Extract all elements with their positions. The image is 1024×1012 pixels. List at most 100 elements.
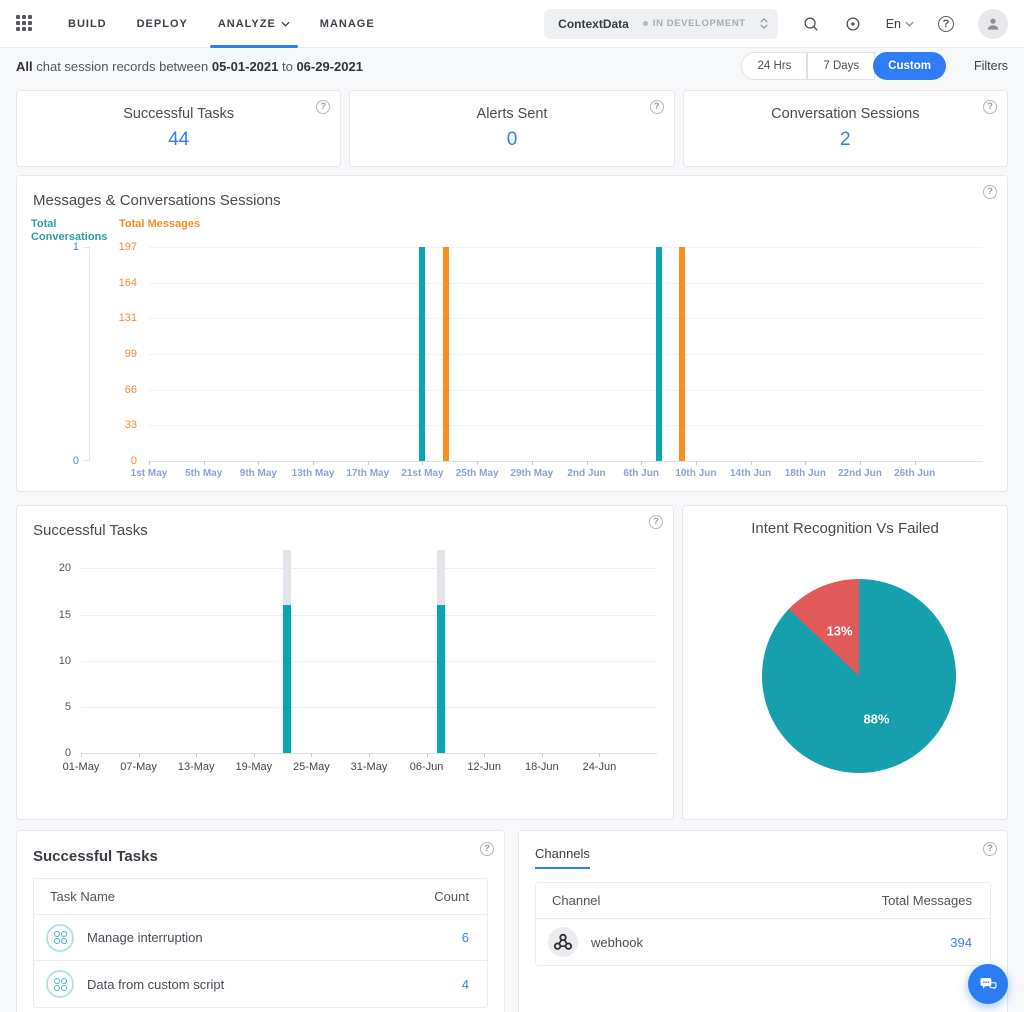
live-chat-button[interactable] xyxy=(968,964,1008,1004)
conversations-axis-tick-label: 1 xyxy=(72,241,79,253)
successful-tasks-chart-card: Successful Tasks 0 5 10 15 20 01-May 07-May 13-… xyxy=(16,505,674,820)
conversations-axis-label: Total Conversations xyxy=(31,218,108,243)
chevron-down-icon xyxy=(281,21,290,27)
task-count[interactable]: 6 xyxy=(461,930,469,945)
dialog-task-icon xyxy=(46,970,74,998)
nav-item-build[interactable]: BUILD xyxy=(68,17,107,30)
x-axis-tick-label: 12-Jun xyxy=(467,761,502,773)
chart-bar-messages xyxy=(442,247,449,461)
y-axis-tick-label: 20 xyxy=(58,562,71,575)
chart-bar-success xyxy=(437,605,445,753)
help-icon[interactable] xyxy=(938,15,954,32)
stat-label: Conversation Sessions xyxy=(771,106,920,122)
stat-value: 44 xyxy=(168,129,190,150)
chart-bar-total xyxy=(283,550,292,753)
chart-bar-conversations xyxy=(655,247,662,461)
x-axis-tick xyxy=(477,461,479,465)
table-row[interactable]: webhook 394 xyxy=(536,919,990,965)
x-axis-tick xyxy=(196,753,198,757)
gridline xyxy=(149,282,983,284)
x-axis-tick-label: 6th Jun xyxy=(623,468,659,479)
gridline xyxy=(81,660,657,662)
search-icon[interactable] xyxy=(802,15,820,33)
column-header-channel: Channel xyxy=(552,893,601,908)
gridline xyxy=(149,389,983,391)
stat-card-alerts-sent: Alerts Sent 0 xyxy=(349,90,675,167)
chart-bar-total xyxy=(437,550,445,753)
channels-card: Channels Channel Total Messages webhook … xyxy=(518,830,1008,1012)
messages-axis-tick-label: 164 xyxy=(118,276,137,289)
nav-item-deploy[interactable]: DEPLOY xyxy=(136,17,188,30)
x-axis-tick-label: 24-Jun xyxy=(582,761,617,773)
time-range-segmented-control: 24 Hrs 7 Days Custom xyxy=(741,52,946,80)
x-axis-tick xyxy=(367,461,369,465)
table-header: Channel Total Messages xyxy=(536,883,990,919)
x-axis-tick-label: 18-Jun xyxy=(524,761,559,773)
help-icon[interactable] xyxy=(983,842,997,856)
x-axis-tick-label: 1st May xyxy=(130,468,168,479)
selector-updown-icon xyxy=(760,18,768,29)
channel-name: webhook xyxy=(591,934,644,950)
gridline xyxy=(81,706,657,708)
chevron-down-icon xyxy=(905,21,914,27)
range-24hrs-button[interactable]: 24 Hrs xyxy=(741,52,808,80)
conversations-axis-tick-label: 0 xyxy=(72,455,79,467)
intent-recognition-pie-card: Intent Recognition Vs Failed 13% 88% xyxy=(682,505,1008,820)
nav-item-manage[interactable]: MANAGE xyxy=(319,17,375,30)
tab-channels[interactable]: Channels xyxy=(535,846,590,869)
range-7days-button[interactable]: 7 Days xyxy=(807,52,876,80)
x-axis-tick-label: 06-Jun xyxy=(409,761,444,773)
table-row[interactable]: Data from custom script 4 xyxy=(34,961,487,1007)
x-axis-tick xyxy=(313,461,315,465)
messages-axis-tick-label: 0 xyxy=(130,455,137,467)
card-title: Successful Tasks xyxy=(33,848,158,865)
gridline xyxy=(149,354,983,355)
x-axis-tick-label: 29th May xyxy=(510,468,554,479)
chat-bubble-icon xyxy=(980,978,997,990)
messages-conversations-chart-card: Messages & Conversations Sessions Total … xyxy=(16,175,1008,492)
messages-axis-tick-label: 197 xyxy=(118,241,137,253)
target-icon[interactable] xyxy=(844,15,862,33)
help-icon[interactable] xyxy=(983,185,997,199)
x-axis-tick xyxy=(311,753,313,757)
avatar[interactable] xyxy=(978,8,1008,39)
help-icon[interactable] xyxy=(480,842,494,856)
help-icon[interactable] xyxy=(316,100,331,114)
x-axis-tick xyxy=(258,461,260,465)
nav-item-analyze[interactable]: ANALYZE xyxy=(209,0,298,48)
language-selector[interactable]: En xyxy=(886,17,914,31)
bot-selector[interactable]: ContextData IN DEVELOPMENT xyxy=(544,8,778,39)
task-name: Manage interruption xyxy=(87,930,203,945)
table-row[interactable]: Manage interruption 6 xyxy=(34,915,487,961)
channels-table: Channel Total Messages webhook 394 xyxy=(535,882,991,966)
chart-title: Intent Recognition Vs Failed xyxy=(751,520,939,537)
range-custom-button[interactable]: Custom xyxy=(873,52,946,80)
stat-card-successful-tasks: Successful Tasks 44 xyxy=(16,90,342,167)
x-axis-tick-label: 13th May xyxy=(291,468,335,479)
stat-cards-row: Successful Tasks 44 Alerts Sent 0 Conver… xyxy=(16,90,1008,167)
chart-bar-success xyxy=(283,605,292,753)
tasks-table: Task Name Count Manage interruption 6 Da… xyxy=(33,878,488,1008)
x-axis-tick xyxy=(253,753,255,757)
messages-axis-tick-label: 99 xyxy=(124,348,137,360)
messages-axis-tick-label: 131 xyxy=(118,312,137,325)
filters-button[interactable]: Filters xyxy=(973,59,1008,73)
chart-title: Successful Tasks xyxy=(33,522,148,539)
help-icon[interactable] xyxy=(649,515,663,529)
x-axis-tick-label: 5th May xyxy=(185,468,223,479)
gridline xyxy=(149,318,983,320)
x-axis-tick-label: 18th Jun xyxy=(784,468,826,479)
help-icon[interactable] xyxy=(982,100,997,114)
x-axis-tick xyxy=(81,753,82,757)
x-axis-tick-label: 9th May xyxy=(239,468,277,479)
help-icon[interactable] xyxy=(649,100,664,114)
messages-axis-tick-label: 33 xyxy=(124,419,137,432)
x-axis-tick-label: 26th Jun xyxy=(894,468,936,479)
status-dot-icon xyxy=(642,21,648,26)
app-grid-icon[interactable] xyxy=(16,14,34,33)
task-count[interactable]: 4 xyxy=(461,976,469,992)
channel-count[interactable]: 394 xyxy=(950,934,972,950)
dialog-task-icon xyxy=(46,923,74,952)
x-axis-tick-label: 21st May xyxy=(401,468,444,479)
column-header-count: Count xyxy=(434,889,469,904)
